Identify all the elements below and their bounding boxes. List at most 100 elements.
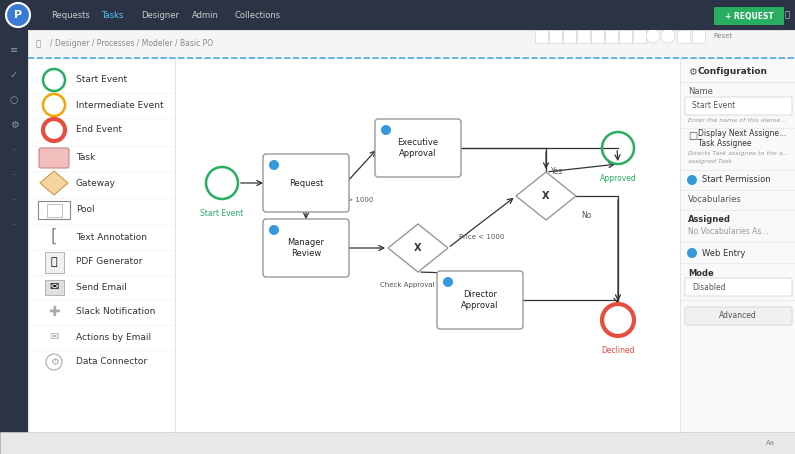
- Text: Approved: Approved: [599, 174, 636, 183]
- Text: Display Next Assigne...: Display Next Assigne...: [698, 128, 786, 138]
- Text: Text Annotation: Text Annotation: [76, 232, 147, 242]
- Text: Task: Task: [76, 153, 95, 163]
- FancyBboxPatch shape: [0, 0, 795, 30]
- Circle shape: [443, 277, 453, 287]
- FancyBboxPatch shape: [685, 97, 792, 115]
- FancyBboxPatch shape: [175, 58, 680, 454]
- Text: Designer: Designer: [141, 10, 179, 20]
- Text: assigned Task: assigned Task: [688, 159, 732, 164]
- FancyBboxPatch shape: [576, 30, 590, 43]
- Text: + REQUEST: + REQUEST: [724, 11, 774, 20]
- Text: Director
Approval: Director Approval: [461, 290, 498, 311]
- FancyBboxPatch shape: [28, 30, 795, 58]
- Text: Name: Name: [688, 88, 713, 97]
- FancyBboxPatch shape: [591, 30, 603, 43]
- Text: ✉: ✉: [49, 332, 59, 342]
- Text: □: □: [688, 131, 697, 141]
- Text: ⚙: ⚙: [49, 357, 58, 367]
- FancyBboxPatch shape: [563, 30, 576, 43]
- Text: ⚙: ⚙: [688, 67, 696, 77]
- FancyBboxPatch shape: [714, 7, 784, 25]
- Text: Mode: Mode: [688, 268, 714, 277]
- FancyBboxPatch shape: [633, 30, 646, 43]
- Text: Admin: Admin: [192, 10, 219, 20]
- Text: Check Approval Level: Check Approval Level: [380, 282, 456, 288]
- Text: Start Event: Start Event: [76, 75, 127, 84]
- Text: Send Email: Send Email: [76, 282, 127, 291]
- Circle shape: [381, 125, 391, 135]
- Text: ✉: ✉: [49, 282, 59, 292]
- Circle shape: [687, 248, 697, 258]
- Text: Advanced: Advanced: [719, 311, 756, 321]
- FancyBboxPatch shape: [46, 203, 61, 217]
- FancyBboxPatch shape: [39, 148, 69, 168]
- FancyBboxPatch shape: [45, 252, 64, 272]
- Text: Tasks: Tasks: [101, 10, 123, 20]
- Polygon shape: [40, 171, 68, 195]
- Text: 🏠: 🏠: [36, 39, 41, 49]
- Text: Disabled: Disabled: [692, 282, 726, 291]
- Text: ·: ·: [13, 195, 15, 205]
- Circle shape: [661, 29, 675, 43]
- Text: Intermediate Event: Intermediate Event: [76, 100, 164, 109]
- Text: Directs Task assignee to the a...: Directs Task assignee to the a...: [688, 152, 789, 157]
- Text: Web Entry: Web Entry: [702, 248, 746, 257]
- Circle shape: [646, 29, 660, 43]
- Text: Executive
Approval: Executive Approval: [398, 138, 439, 158]
- FancyBboxPatch shape: [38, 201, 70, 219]
- Text: ·: ·: [13, 170, 15, 180]
- Text: ✚: ✚: [48, 305, 60, 319]
- FancyBboxPatch shape: [28, 58, 175, 454]
- Text: X: X: [414, 243, 422, 253]
- Polygon shape: [516, 172, 576, 220]
- Text: Manager
Review: Manager Review: [288, 237, 324, 258]
- FancyBboxPatch shape: [0, 30, 28, 454]
- Text: Declined: Declined: [601, 346, 634, 355]
- Text: Reset: Reset: [713, 33, 732, 39]
- Text: Pool: Pool: [76, 206, 95, 214]
- Text: Enter the name of this eleme...: Enter the name of this eleme...: [688, 118, 786, 123]
- Text: 🔔: 🔔: [785, 10, 789, 20]
- Text: 📄: 📄: [51, 257, 57, 267]
- Text: Start Permission: Start Permission: [702, 176, 770, 184]
- Text: Start Event: Start Event: [692, 102, 735, 110]
- Text: No: No: [581, 211, 591, 220]
- FancyBboxPatch shape: [692, 30, 704, 43]
- FancyBboxPatch shape: [263, 154, 349, 212]
- Circle shape: [687, 175, 697, 185]
- FancyBboxPatch shape: [375, 119, 461, 177]
- FancyBboxPatch shape: [0, 432, 795, 454]
- Text: Slack Notification: Slack Notification: [76, 307, 155, 316]
- Text: Assigned: Assigned: [688, 216, 731, 224]
- Text: End Event: End Event: [76, 125, 122, 134]
- FancyBboxPatch shape: [685, 307, 792, 325]
- Text: PDF Generator: PDF Generator: [76, 257, 142, 266]
- Text: ·: ·: [13, 145, 15, 155]
- Text: ⚙: ⚙: [10, 120, 18, 130]
- FancyBboxPatch shape: [45, 280, 64, 295]
- Polygon shape: [388, 224, 448, 272]
- FancyBboxPatch shape: [437, 271, 523, 329]
- Text: ○: ○: [10, 95, 18, 105]
- Text: Requests: Requests: [51, 10, 89, 20]
- FancyBboxPatch shape: [263, 219, 349, 277]
- Text: ≡: ≡: [10, 45, 18, 55]
- Text: X: X: [542, 191, 550, 201]
- Text: Request: Request: [289, 178, 324, 188]
- Text: Price < 1000: Price < 1000: [460, 234, 505, 240]
- FancyBboxPatch shape: [604, 30, 618, 43]
- Text: Data Connector: Data Connector: [76, 357, 147, 366]
- Text: Yes: Yes: [551, 168, 563, 177]
- FancyBboxPatch shape: [677, 30, 689, 43]
- Circle shape: [6, 3, 30, 27]
- Text: Gateway: Gateway: [76, 178, 116, 188]
- Text: ·: ·: [13, 220, 15, 230]
- Text: Actions by Email: Actions by Email: [76, 332, 151, 341]
- Text: Configuration: Configuration: [698, 68, 768, 77]
- Circle shape: [269, 225, 279, 235]
- Text: Collections: Collections: [235, 10, 281, 20]
- Text: P: P: [14, 10, 22, 20]
- FancyBboxPatch shape: [549, 30, 561, 43]
- Text: / Designer / Processes / Modeler / Basic PO: / Designer / Processes / Modeler / Basic…: [50, 39, 213, 49]
- Circle shape: [269, 160, 279, 170]
